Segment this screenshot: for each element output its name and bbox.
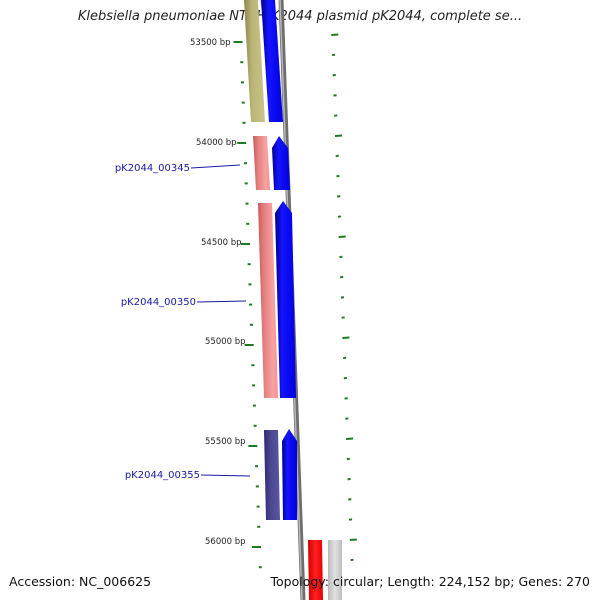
ruler-tick — [340, 296, 345, 299]
cds-forward-3[interactable] — [275, 201, 296, 398]
gene-pK2044-00355[interactable] — [264, 430, 280, 520]
ruler-tick — [342, 336, 350, 339]
outer-ruler-ticks — [331, 33, 357, 562]
ruler-label: 55500 bp — [205, 437, 246, 447]
ruler-tick — [350, 558, 354, 562]
ruler-tick — [349, 538, 357, 541]
map-title: Klebsiella pneumoniae NTUH-K2044 plasmid… — [77, 9, 523, 24]
ruler-tick — [335, 154, 339, 158]
ruler-label: 55000 bp — [205, 337, 246, 347]
gene-label-group: pK2044_00345 pK2044_00350 pK2044_00355 — [115, 163, 251, 481]
ruler-label: 54000 bp — [196, 138, 237, 148]
ruler-tick — [344, 397, 348, 400]
cds-forward-1[interactable] — [261, 0, 283, 122]
ruler-tick — [332, 73, 336, 77]
ruler-tick — [346, 437, 354, 440]
ruler-label: 53500 bp — [190, 38, 231, 48]
gene-pK2044-00345[interactable] — [253, 136, 270, 190]
gene-pK2044-00350[interactable] — [258, 203, 278, 398]
gene-label-pK2044-00345[interactable]: pK2044_00345 — [115, 163, 190, 174]
topology-summary-text: Topology: circular; Length: 224,152 bp; … — [270, 574, 591, 589]
ruler-label: 56000 bp — [205, 537, 246, 547]
leader-line — [190, 164, 241, 169]
ruler-tick — [337, 215, 342, 218]
ruler-tick — [346, 457, 351, 461]
leader-line — [196, 300, 247, 303]
ruler-tick — [341, 316, 345, 319]
ruler-tick — [348, 498, 352, 501]
ruler-tick — [334, 114, 338, 117]
ruler-tick — [343, 376, 348, 380]
gene-label-pK2044-00355[interactable]: pK2044_00355 — [125, 470, 200, 481]
leader-line — [200, 474, 251, 477]
gene-olive[interactable] — [244, 0, 265, 122]
gene-grey[interactable] — [328, 540, 342, 600]
ruler-tick — [336, 174, 340, 178]
ruler-tick — [338, 235, 346, 238]
ruler-tick — [339, 255, 343, 259]
cds-forward-2[interactable] — [272, 136, 290, 190]
ruler-tick — [340, 275, 344, 279]
ruler-tick — [334, 134, 343, 137]
ruler-tick — [345, 417, 349, 420]
inner-ruler-ticks — [233, 41, 262, 569]
ruler-label: 54500 bp — [201, 238, 242, 248]
ruler-tick — [347, 477, 351, 481]
ruler-tick — [331, 53, 336, 57]
ruler-labels: 53500 bp 54000 bp 54500 bp 55000 bp 5550… — [190, 38, 246, 547]
ruler-tick — [333, 94, 337, 97]
ruler-tick — [348, 518, 353, 521]
ruler-tick — [337, 195, 341, 198]
accession-text: Accession: NC_006625 — [9, 574, 152, 589]
ruler-tick — [342, 356, 347, 360]
gene-label-pK2044-00350[interactable]: pK2044_00350 — [121, 297, 196, 308]
rna-red[interactable] — [308, 540, 323, 600]
cds-forward-4[interactable] — [282, 429, 297, 520]
ruler-tick — [331, 33, 339, 36]
